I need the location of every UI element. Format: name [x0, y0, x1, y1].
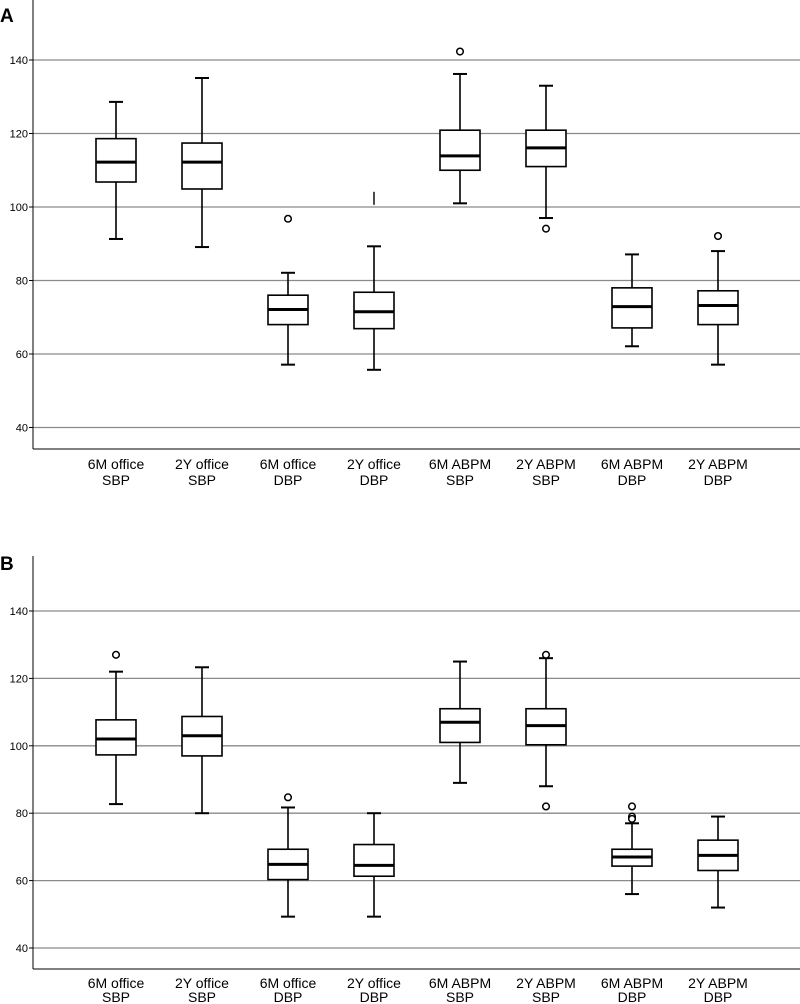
box-iqr — [697, 289, 739, 326]
y-tick-label: 60 — [16, 876, 28, 888]
outlier-point — [541, 224, 551, 233]
box-group — [267, 793, 309, 918]
x-category-label: DBP — [274, 989, 303, 1004]
x-category-label: DBP — [704, 989, 733, 1004]
box-iqr — [439, 129, 481, 172]
x-category-label: 2Y office — [175, 456, 229, 472]
y-tick-label: 80 — [16, 808, 28, 820]
box-group — [181, 666, 223, 815]
x-category-label: 6M ABPM — [601, 456, 663, 472]
y-tick-label: 100 — [10, 741, 28, 753]
box-iqr — [95, 719, 137, 756]
x-category-label: SBP — [532, 472, 560, 488]
x-category-label: 6M office — [260, 975, 317, 991]
outlier-point — [541, 650, 551, 659]
outlier-point — [455, 47, 465, 56]
y-tick-label: 40 — [16, 943, 28, 955]
x-category-label: DBP — [360, 989, 389, 1004]
x-category-label: 6M ABPM — [429, 456, 491, 472]
x-category-label: 2Y ABPM — [516, 975, 576, 991]
x-category-label: SBP — [446, 989, 474, 1004]
box-iqr — [95, 137, 137, 183]
x-category-label: DBP — [360, 472, 389, 488]
box-group — [611, 253, 653, 348]
x-category-label: 6M ABPM — [601, 975, 663, 991]
x-category-label: DBP — [274, 472, 303, 488]
box-group — [439, 47, 481, 205]
y-tick-label: 80 — [16, 276, 28, 288]
x-category-label: SBP — [102, 989, 130, 1004]
y-tick-label: 140 — [10, 55, 28, 67]
box-group — [525, 650, 567, 811]
box-iqr — [439, 707, 481, 744]
x-category-label: 2Y ABPM — [688, 975, 748, 991]
y-tick-label: 100 — [10, 202, 28, 214]
x-category-label: 2Y ABPM — [516, 456, 576, 472]
outlier-point — [541, 802, 551, 811]
x-category-label: DBP — [618, 989, 647, 1004]
x-category-label: DBP — [618, 472, 647, 488]
x-category-label: SBP — [188, 989, 216, 1004]
x-category-label: 6M ABPM — [429, 975, 491, 991]
box-group — [95, 100, 137, 240]
box-group — [353, 812, 395, 918]
x-category-label: 6M office — [88, 456, 145, 472]
box-group — [267, 214, 309, 366]
y-tick-label: 40 — [16, 423, 28, 435]
box-group — [353, 191, 395, 371]
y-tick-label: 60 — [16, 349, 28, 361]
x-category-label: SBP — [532, 989, 560, 1004]
x-category-label: 2Y ABPM — [688, 456, 748, 472]
box-group — [95, 650, 137, 806]
box-group — [697, 231, 739, 366]
box-group — [439, 660, 481, 784]
outlier-point — [627, 814, 637, 823]
x-category-label: SBP — [188, 472, 216, 488]
y-tick-label: 120 — [10, 673, 28, 685]
outlier-point — [283, 214, 293, 223]
x-category-label: SBP — [102, 472, 130, 488]
x-category-label: 6M office — [260, 456, 317, 472]
x-category-label: 2Y office — [347, 456, 401, 472]
box-group — [525, 84, 567, 233]
outlier-point — [111, 650, 121, 659]
x-category-label: 2Y office — [175, 975, 229, 991]
y-tick-label: 120 — [10, 129, 28, 141]
outlier-point — [283, 793, 293, 802]
box-iqr — [181, 142, 223, 190]
x-category-label: DBP — [704, 472, 733, 488]
box-group — [611, 802, 653, 896]
box-group — [697, 815, 739, 909]
box-iqr — [353, 843, 395, 878]
box-group — [181, 77, 223, 249]
y-tick-label: 140 — [10, 606, 28, 618]
x-category-label: 2Y office — [347, 975, 401, 991]
panel-letter: B — [0, 554, 14, 575]
x-category-label: 6M office — [88, 975, 145, 991]
outlier-point — [627, 802, 637, 811]
x-category-label: SBP — [446, 472, 474, 488]
panel-letter: A — [0, 6, 14, 27]
outlier-point — [713, 231, 723, 241]
